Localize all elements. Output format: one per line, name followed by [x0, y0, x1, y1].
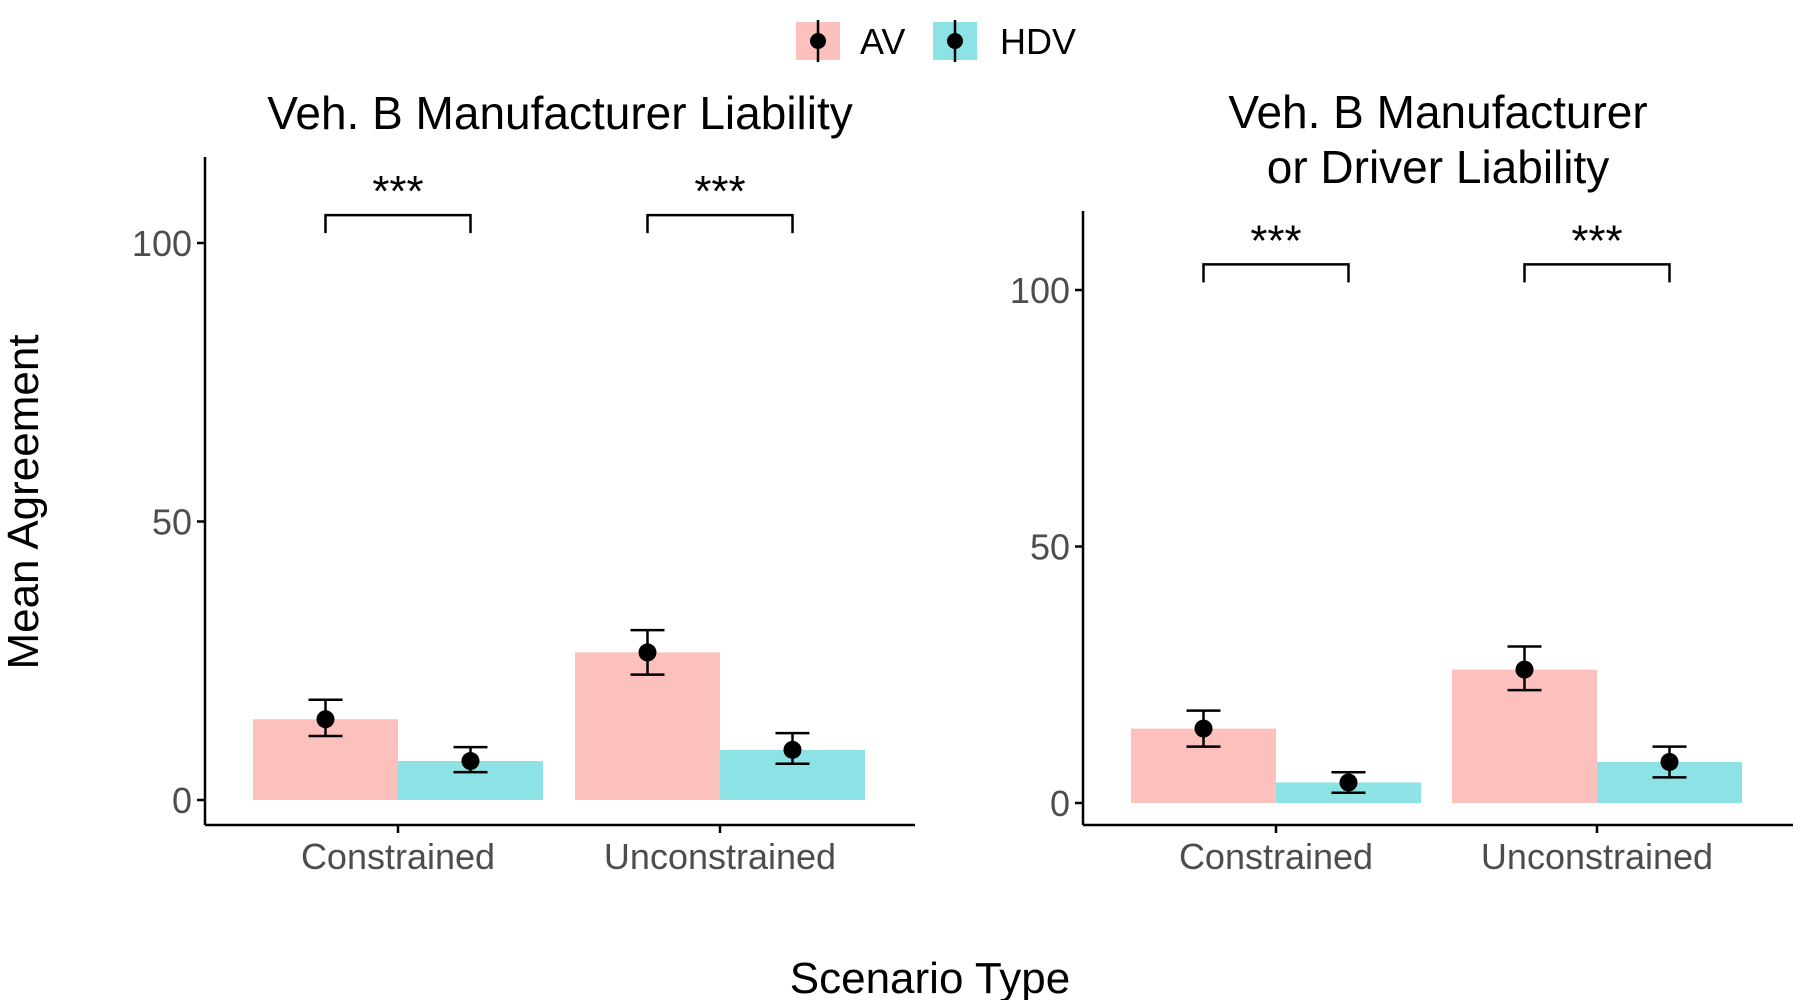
- significance-label: ***: [1571, 216, 1622, 265]
- panel-title-line: Veh. B Manufacturer Liability: [267, 87, 853, 139]
- x-axis-title: Scenario Type: [790, 954, 1070, 1000]
- significance-label: ***: [1250, 216, 1301, 265]
- significance-bracket: ***: [1523, 216, 1671, 283]
- panel-1: Veh. B Manufacturer Liability 0 50 100 Const…: [132, 87, 915, 877]
- chart-panels: Veh. B Manufacturer Liability 0 50 100 Const…: [132, 86, 1793, 877]
- legend-point-glyph: [947, 33, 963, 49]
- legend-item-hdv: HDV: [933, 20, 1076, 62]
- y-tick-label: 50: [152, 502, 192, 543]
- mean-point: [461, 752, 480, 771]
- significance-label: ***: [372, 167, 423, 216]
- significance-bracket: ***: [646, 167, 794, 234]
- mean-point: [638, 643, 657, 662]
- mean-point: [783, 740, 802, 759]
- mean-point: [1515, 660, 1534, 679]
- mean-point: [316, 710, 335, 729]
- legend: AV HDV: [796, 20, 1076, 62]
- legend-label-hdv: HDV: [1000, 21, 1076, 62]
- panel-title-line: or Driver Liability: [1267, 141, 1610, 193]
- y-tick-label: 50: [1030, 527, 1070, 568]
- y-tick-label: 100: [1010, 270, 1070, 311]
- x-tick-label: Constrained: [1179, 836, 1373, 877]
- bar-av-unconstrained: [1452, 669, 1597, 803]
- y-tick-label: 0: [172, 780, 192, 821]
- x-tick-label: Unconstrained: [1481, 836, 1713, 877]
- mean-point: [1339, 773, 1358, 792]
- y-tick-label: 0: [1050, 783, 1070, 824]
- y-axis-title: Mean Agreement: [0, 334, 48, 669]
- x-tick-label: Constrained: [301, 836, 495, 877]
- legend-label-av: AV: [860, 21, 905, 62]
- significance-bracket: ***: [324, 167, 472, 234]
- legend-point-glyph: [810, 33, 826, 49]
- legend-item-av: AV: [796, 20, 905, 62]
- x-tick-label: Unconstrained: [604, 836, 836, 877]
- panel-title-line: Veh. B Manufacturer: [1228, 86, 1647, 138]
- significance-bracket: ***: [1202, 216, 1350, 283]
- significance-label: ***: [694, 167, 745, 216]
- mean-point: [1660, 752, 1679, 771]
- bar-av-unconstrained: [575, 652, 720, 800]
- y-tick-label: 100: [132, 223, 192, 264]
- mean-point: [1194, 719, 1213, 738]
